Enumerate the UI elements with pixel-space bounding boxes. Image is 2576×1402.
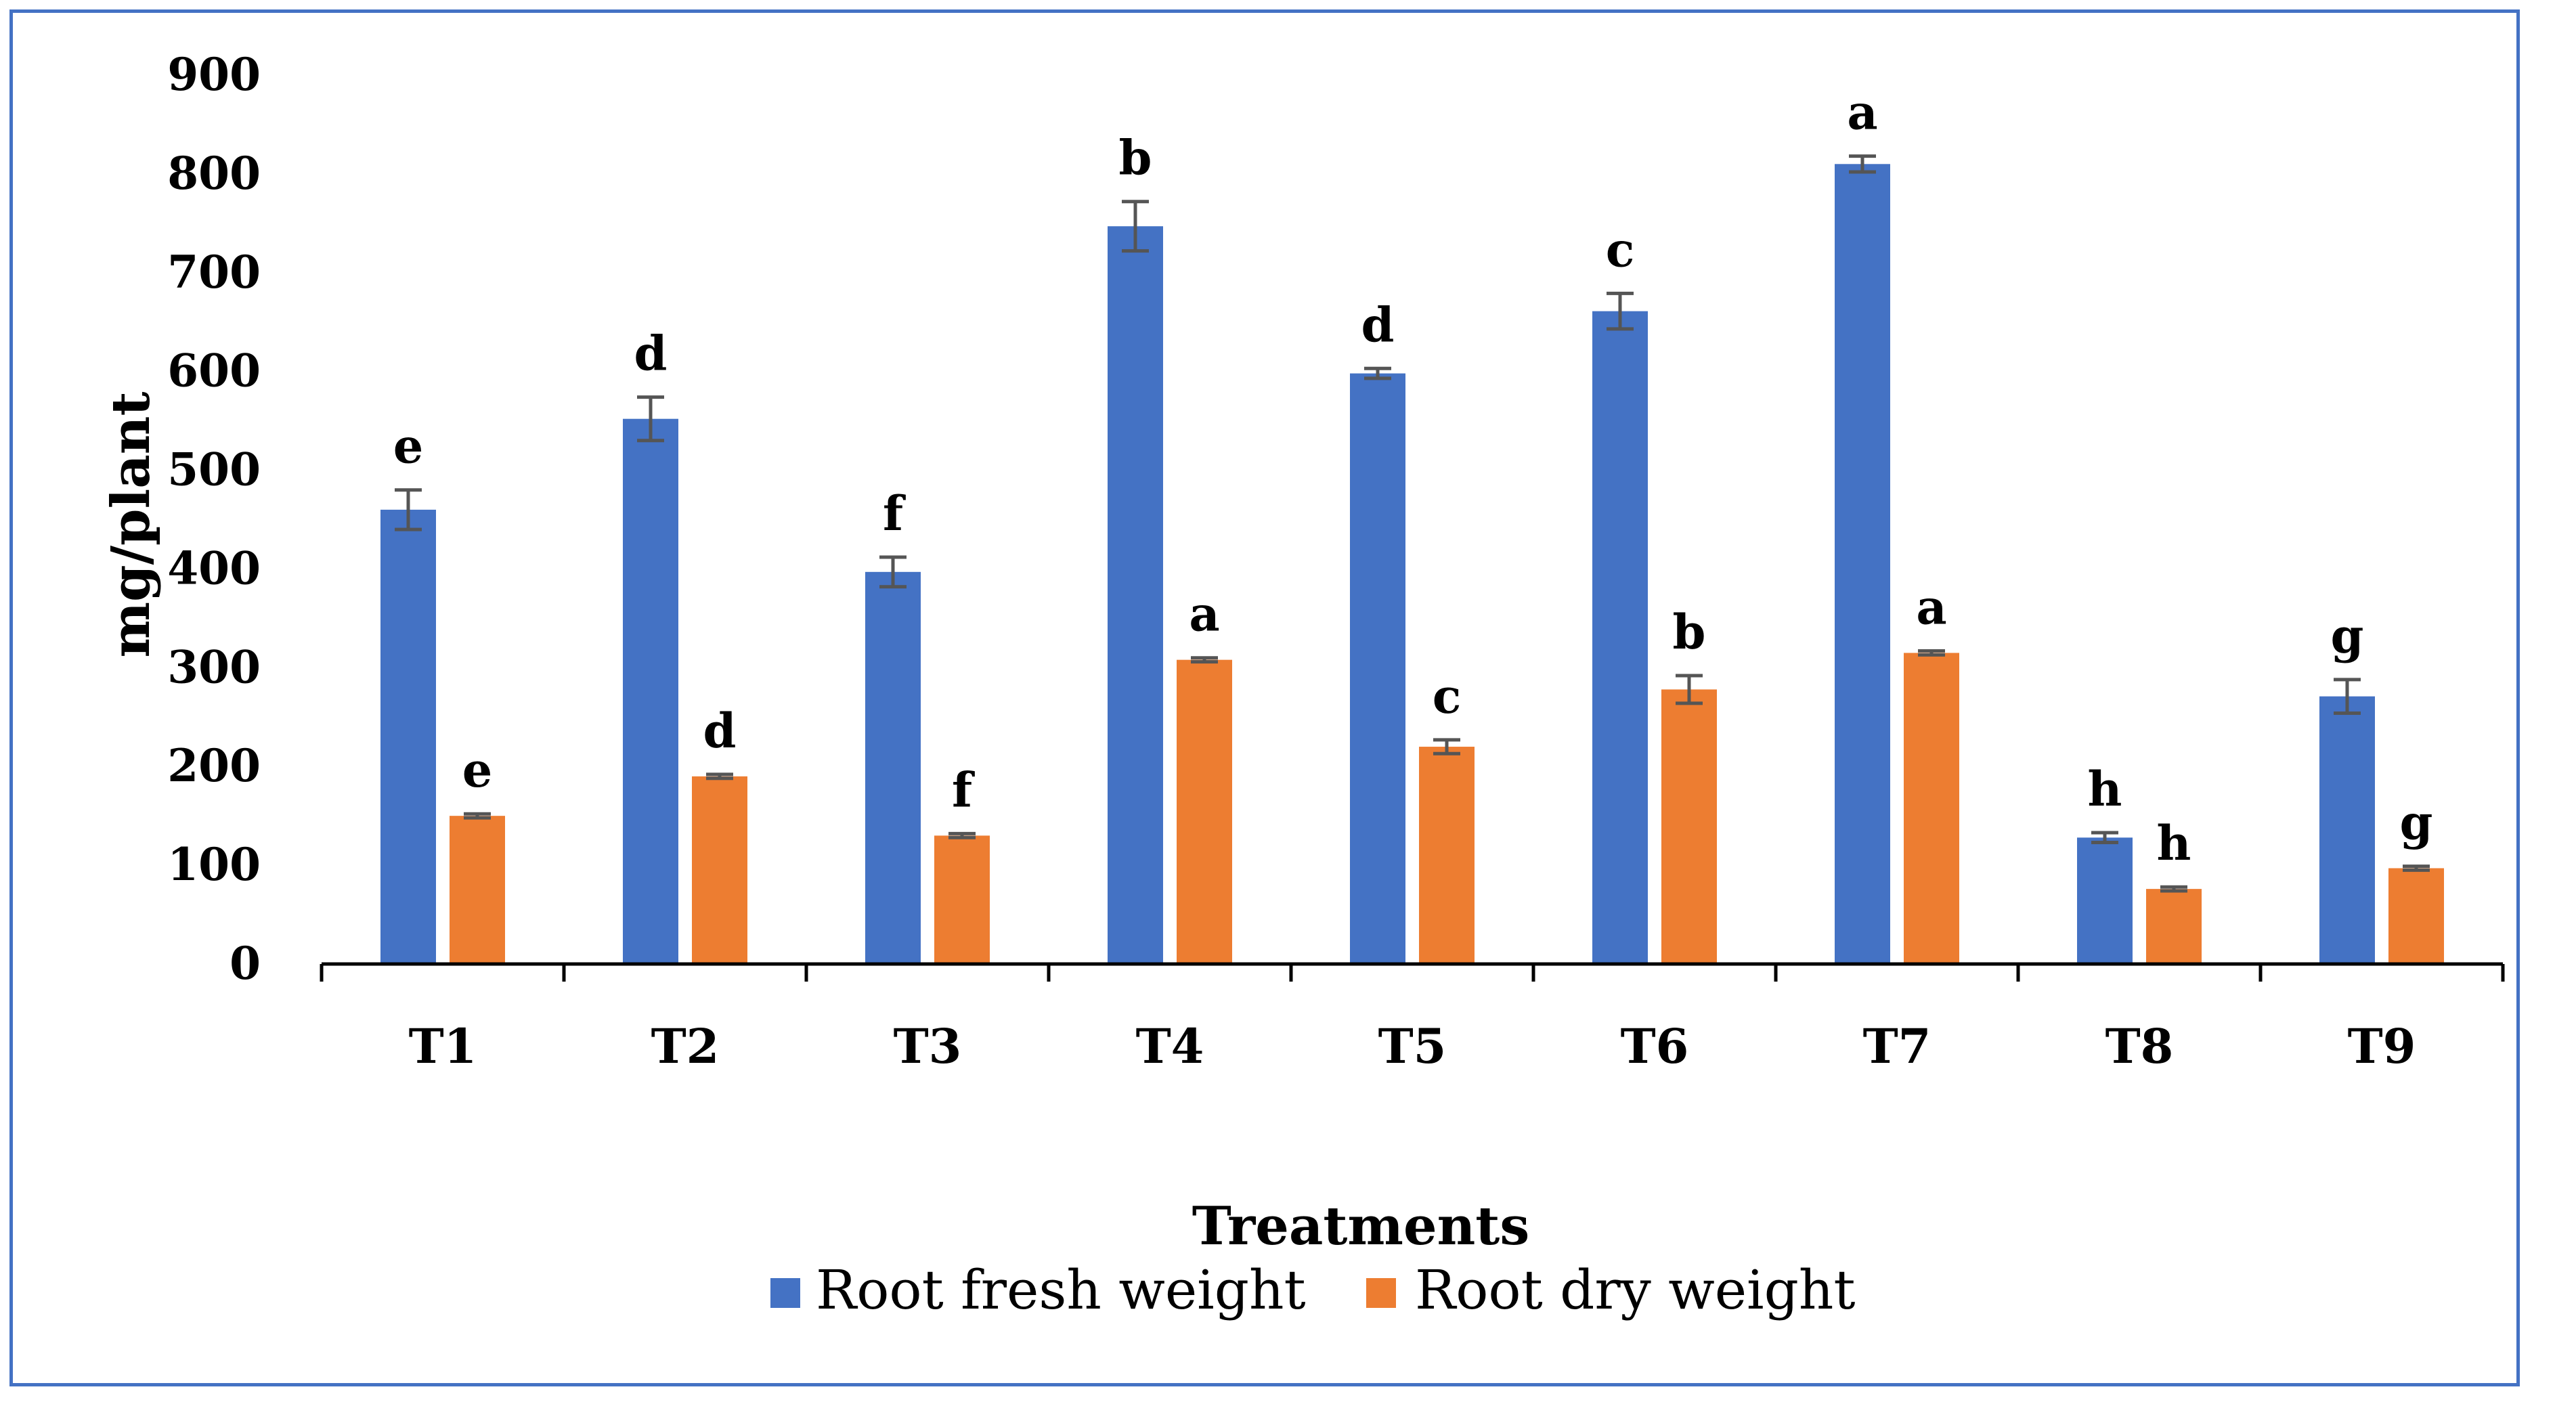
bar [1177,659,1232,964]
bar [380,509,436,964]
significance-letter: g [2400,795,2433,851]
y-tick-label: 800 [167,147,261,200]
significance-letter: a [1847,85,1877,141]
y-axis-ticks: 0 100 200 300 400 500 600 700 800 900 [167,48,261,990]
significance-letter: a [1916,579,1946,636]
bars-layer: e e d d f f b a d c c b a a hh g g [380,85,2444,965]
bar [1904,653,1959,964]
significance-letter: h [2088,761,2122,817]
category-label: T1 [409,1018,477,1074]
bar [2319,696,2375,964]
chart-frame [9,9,2520,1386]
bar [1108,226,1163,965]
y-tick-label: 200 [167,739,261,792]
category-label: T6 [1621,1018,1689,1074]
category-label: T3 [894,1018,962,1074]
bar [1835,164,1890,964]
significance-letter: f [952,762,975,818]
y-tick-label: 100 [167,838,261,891]
x-axis: T1 T2 T3 T4 T5 T6 T7 T8 T9 [320,962,2505,1074]
bar [865,571,921,964]
category-label: T9 [2348,1018,2416,1074]
significance-letter: g [2331,608,2364,664]
significance-letter: d [703,703,737,759]
legend-label-fresh: Root fresh weight [816,1258,1306,1321]
significance-letter: d [634,326,668,382]
bar [2388,868,2444,964]
significance-letter: c [1433,668,1462,724]
y-tick-label: 400 [167,542,261,594]
significance-letter: d [1361,297,1395,353]
bar [1419,747,1475,964]
significance-letter: a [1189,586,1219,642]
y-tick-label: 700 [167,246,261,299]
bar [934,835,990,964]
legend-label-dry: Root dry weight [1415,1258,1856,1321]
bar [2146,889,2202,964]
significance-letter: e [393,418,424,475]
y-tick-label: 0 [230,937,261,990]
bar [2077,837,2133,964]
significance-letter: b [1119,130,1152,186]
significance-letter: h [2157,815,2191,871]
category-label: T2 [651,1018,720,1074]
significance-letter: f [883,485,906,542]
bar [1350,373,1405,964]
category-label: T5 [1378,1018,1447,1074]
bar [1661,689,1717,964]
bar [450,816,505,964]
legend-swatch-fresh [770,1278,800,1308]
y-tick-label: 900 [167,48,261,101]
bar [623,418,678,964]
y-axis-title: mg/plant [100,391,162,657]
y-tick-label: 300 [167,640,261,693]
bar [1592,311,1648,964]
legend: Root fresh weight Root dry weight [770,1258,1856,1321]
significance-letter: e [462,742,493,798]
category-label: T4 [1136,1018,1204,1074]
category-label: T8 [2105,1018,2174,1074]
y-tick-label: 600 [167,345,261,397]
y-tick-label: 500 [167,443,261,496]
legend-swatch-dry [1366,1278,1396,1308]
x-axis-title: Treatments [1192,1196,1529,1257]
significance-letter: b [1673,604,1706,660]
significance-letter: c [1606,221,1635,278]
category-label: T7 [1863,1018,1931,1074]
bar [692,776,747,964]
